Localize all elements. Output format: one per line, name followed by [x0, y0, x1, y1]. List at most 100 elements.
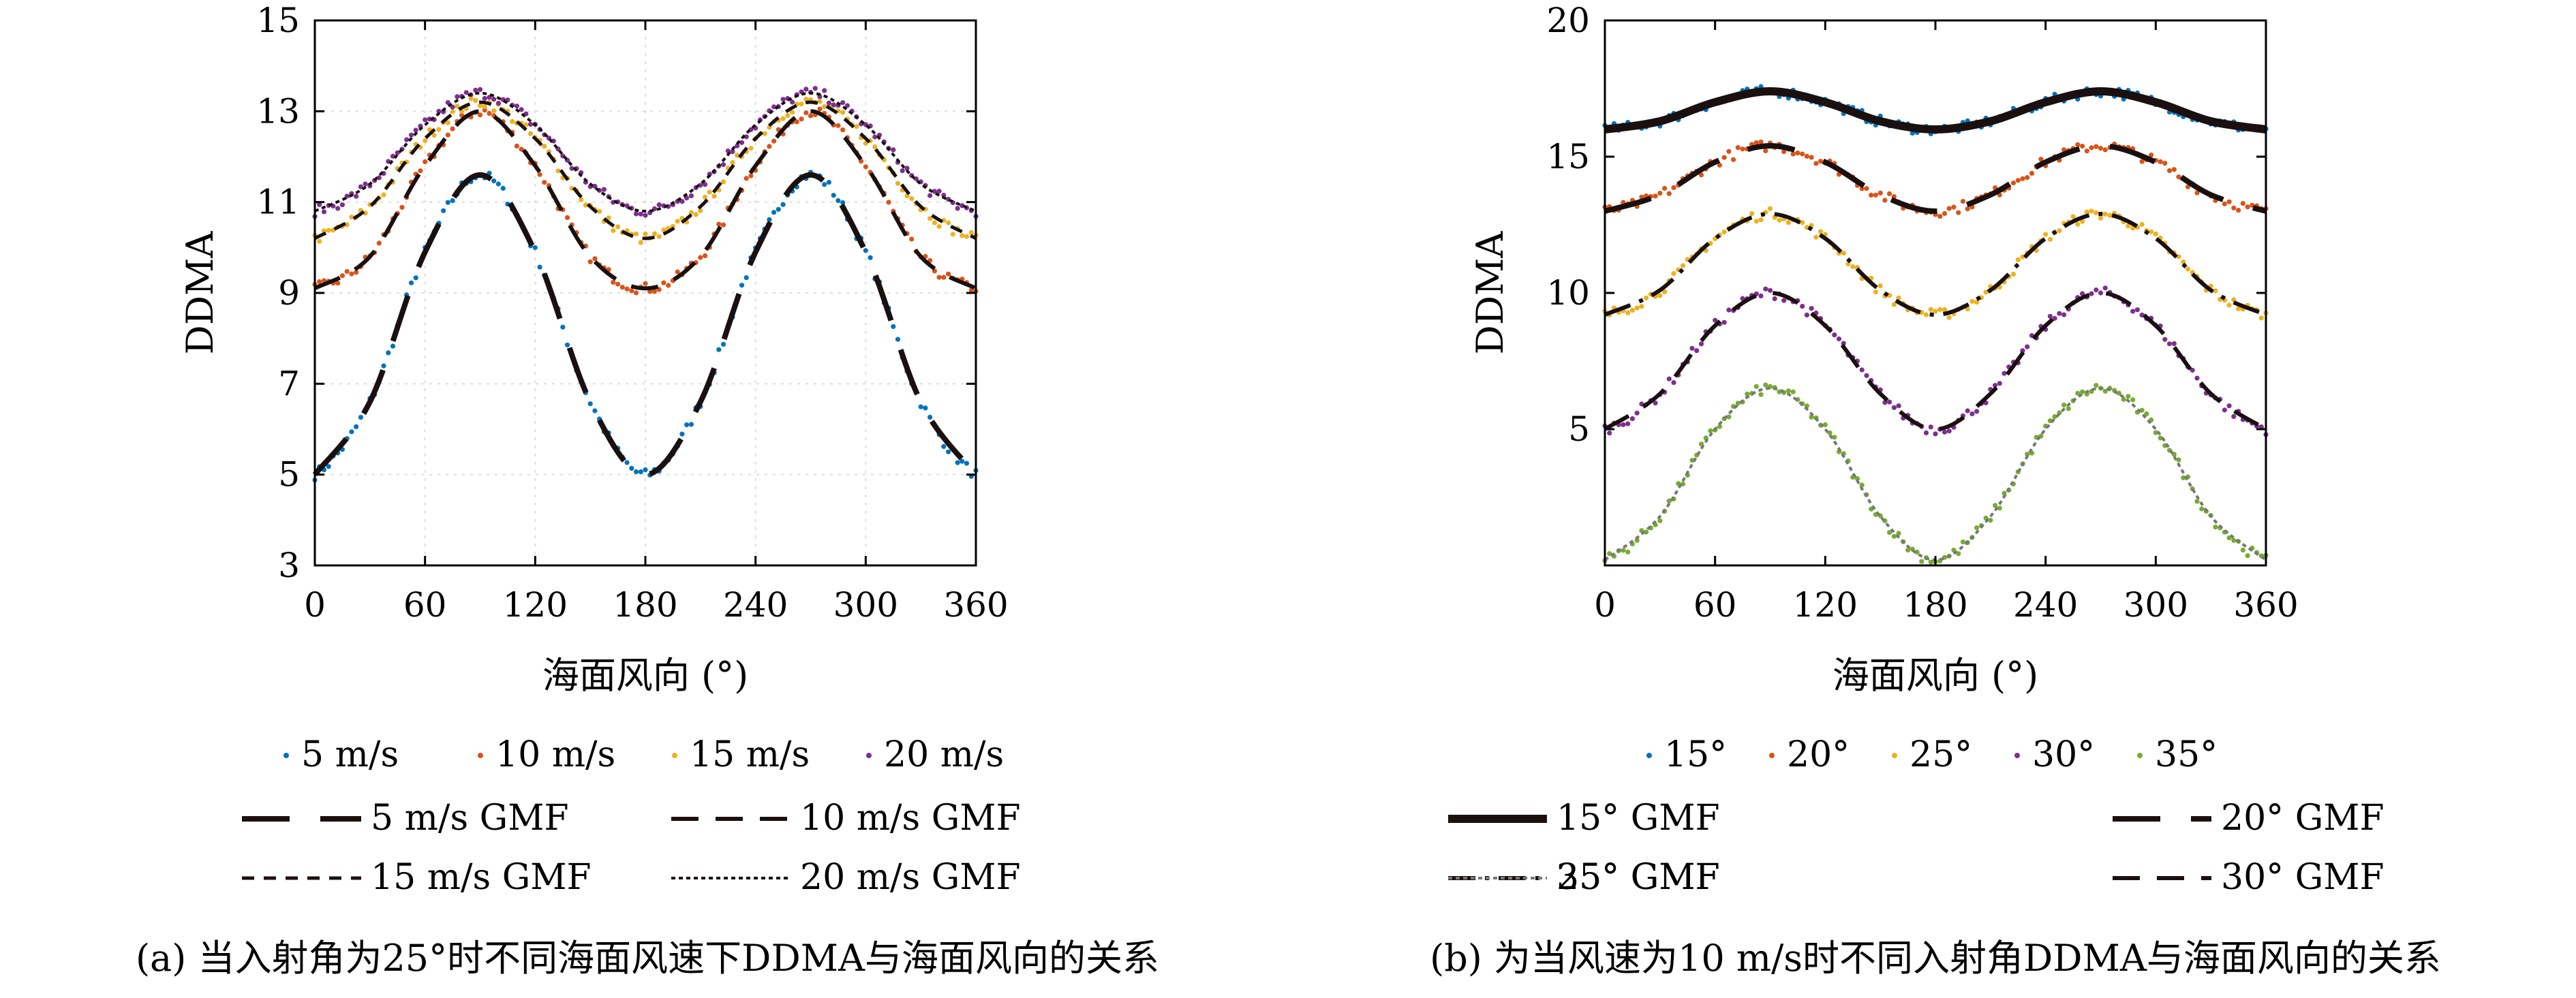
b-point — [2126, 394, 2131, 399]
b-point — [1657, 293, 1663, 298]
b-point — [1813, 234, 1819, 240]
a-point — [326, 228, 331, 233]
b-point — [2130, 225, 2136, 231]
a-point — [968, 287, 974, 293]
panel-b: 0 60 120 180 240 300 360 5 10 15 20 海面风向 (°) DDMA… — [1430, 1, 2441, 980]
a-point — [703, 182, 708, 187]
a-point — [679, 431, 685, 437]
b-point — [1781, 298, 1787, 303]
b-point — [1969, 298, 1975, 304]
b-point — [2236, 208, 2241, 213]
b-point — [1933, 309, 1938, 314]
a-point — [817, 99, 823, 104]
a-point — [514, 104, 520, 109]
a-point — [960, 458, 965, 464]
a-point — [675, 269, 680, 275]
b-gmf-line-3 — [1604, 290, 2267, 432]
a-point — [790, 99, 795, 105]
b-point — [1763, 286, 1768, 292]
a-point — [500, 185, 506, 191]
b-point — [1854, 476, 1860, 482]
b-point — [1731, 157, 1736, 162]
b-point — [2002, 371, 2007, 376]
a-point — [450, 104, 455, 110]
b-point — [2166, 168, 2173, 174]
b-point — [1753, 219, 1759, 224]
a-point — [854, 124, 859, 129]
b-point — [1869, 192, 1874, 198]
b-y-tick-label-1: 10 — [1546, 273, 1590, 313]
a-gmf-line-1 — [313, 109, 977, 291]
a-point — [803, 97, 809, 102]
a-point — [872, 144, 878, 150]
a-legend-marker-1 — [478, 753, 483, 758]
a-point — [615, 281, 621, 287]
b-point — [2213, 288, 2218, 294]
a-point — [771, 104, 777, 110]
b-legend-item-2: 25° — [1892, 734, 1972, 775]
a-point — [927, 193, 933, 198]
b-point — [1946, 315, 1952, 320]
a-point — [611, 279, 616, 285]
b-point — [2061, 402, 2067, 408]
a-point — [803, 110, 809, 116]
a-point — [803, 87, 809, 92]
b-point — [2181, 475, 2186, 481]
b-point — [2047, 418, 2053, 424]
a-point — [863, 248, 868, 253]
b-series-points-3 — [1602, 285, 2269, 437]
a-point — [413, 275, 418, 281]
a-point — [826, 100, 831, 106]
b-point — [1758, 217, 1764, 223]
b-point — [1832, 435, 1837, 440]
a-point — [688, 193, 694, 198]
b-point — [2080, 143, 2085, 149]
b-point — [1804, 153, 1809, 159]
b-point — [1680, 263, 1686, 268]
a-gmf-lines — [312, 91, 979, 478]
a-point — [799, 116, 804, 122]
b-point — [1758, 392, 1764, 397]
a-legend-gmf-item-0: 5 m/s GMF — [242, 798, 569, 839]
b-point — [1721, 155, 1727, 160]
b-point — [2162, 337, 2168, 342]
b-point — [2194, 375, 2200, 381]
b-point — [1942, 307, 1948, 313]
a-point — [863, 164, 868, 170]
b-point — [2102, 211, 2108, 217]
b-point — [2194, 499, 2200, 504]
a-point — [720, 162, 726, 168]
b-legend-gmf-item-0: 15° GMF — [1448, 798, 1720, 839]
b-point — [1713, 317, 1718, 323]
b-point — [2185, 184, 2191, 189]
a-point — [817, 106, 823, 112]
a-point — [381, 363, 386, 369]
a-point — [941, 192, 947, 198]
b-point — [1625, 549, 1631, 555]
a-point — [601, 187, 607, 192]
b-point — [2075, 221, 2081, 227]
b-y-ticks: 5 10 15 20 — [1546, 1, 2266, 449]
a-point — [354, 424, 359, 430]
b-point — [1657, 191, 1663, 196]
b-point — [1873, 290, 1878, 295]
b-x-ticks: 0 60 120 180 240 300 360 — [1594, 20, 2299, 625]
a-point — [900, 168, 905, 174]
a-point — [748, 173, 754, 178]
a-point — [487, 110, 492, 116]
a-point — [730, 149, 735, 155]
a-point — [964, 461, 970, 466]
a-point — [587, 401, 593, 407]
b-point — [1836, 336, 1842, 342]
a-point — [794, 119, 799, 125]
a-point — [551, 138, 556, 144]
b-point — [2075, 390, 2081, 396]
b-point — [1671, 185, 1676, 190]
b-point — [1800, 220, 1805, 225]
a-point — [569, 166, 574, 171]
a-point — [463, 90, 469, 95]
a-point — [840, 100, 846, 106]
b-point — [1859, 482, 1865, 488]
a-legend-gmf-item-3: 20 m/s GMF — [671, 857, 1021, 898]
b-point — [1634, 410, 1640, 416]
